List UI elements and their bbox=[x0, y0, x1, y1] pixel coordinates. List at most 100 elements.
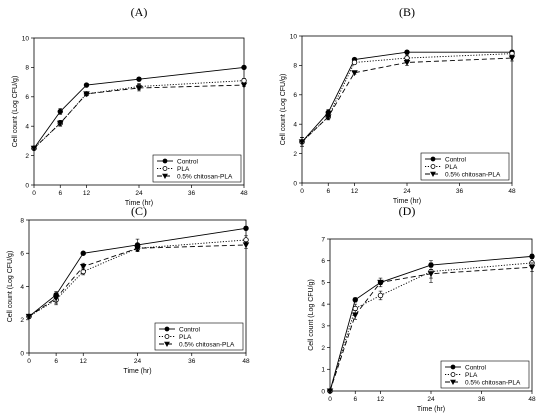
panel-a-series-2-point bbox=[241, 77, 247, 84]
panel-c-y-tick-label: 8 bbox=[20, 217, 24, 224]
panel-a-y-axis-title: Cell count (Log CFU/g) bbox=[12, 76, 19, 148]
panel-b-x-tick-label: 12 bbox=[351, 188, 359, 195]
panel-a-legend-entry-3-label: 0.5% chitosan-PLA bbox=[177, 173, 233, 180]
panel-c-series-3-point bbox=[79, 264, 87, 270]
panel-b-series-1-point bbox=[404, 49, 410, 55]
panel-b-y-tick-label: 10 bbox=[290, 33, 298, 40]
panel-a-x-axis-title: Time (hr) bbox=[125, 200, 153, 207]
panel-b-x-tick-label: 0 bbox=[300, 188, 304, 195]
panel-c-series-3-line bbox=[28, 244, 247, 317]
panel-b-series-3-point bbox=[508, 55, 516, 62]
panel-d-y-tick-label: 6 bbox=[321, 258, 325, 265]
panel-a-y-tick-label: 4 bbox=[25, 124, 29, 131]
panel-d-y-tick-label: 1 bbox=[321, 367, 325, 374]
panel-d-series-3-point bbox=[528, 264, 536, 271]
panel-a-y-tick-label: 0 bbox=[25, 182, 29, 189]
panel-c-legend-entry-2-marker bbox=[164, 334, 170, 339]
panel-b-legend-entry-1-marker bbox=[430, 156, 436, 162]
panel-c-x-tick-label: 48 bbox=[242, 358, 250, 365]
panel-d-x-tick-label: 48 bbox=[528, 396, 536, 403]
panel-a-series-3-line bbox=[33, 84, 245, 149]
panel-a-legend-entry-2-marker bbox=[162, 166, 168, 171]
panel-c-y-tick-label: 0 bbox=[20, 350, 24, 357]
panel-a-x-tick-label: 48 bbox=[240, 190, 248, 197]
panel-d-y-tick-label: 4 bbox=[321, 301, 325, 308]
panel-b-y-tick-label: 6 bbox=[293, 92, 297, 99]
panel-b-legend-entry-2-label: PLA bbox=[445, 164, 458, 171]
panel-c-legend-entry-2-label: PLA bbox=[179, 334, 192, 341]
panel-c-x-tick-label: 6 bbox=[54, 358, 58, 365]
panel-c-series-1-point bbox=[80, 250, 86, 256]
panel-d-x-tick-label: 36 bbox=[478, 396, 486, 403]
panel-a-series-3-point bbox=[83, 91, 90, 98]
panel-a-series-3-point bbox=[135, 85, 143, 92]
panel-c-series-3-point bbox=[134, 245, 141, 252]
panel-c-y-tick-label: 4 bbox=[20, 284, 24, 291]
panel-a-series-1-point bbox=[241, 64, 247, 71]
panel-b-legend-entry-2-marker bbox=[430, 164, 436, 169]
panel-b-series-2-line bbox=[301, 53, 513, 143]
panel-a-series-3-point bbox=[240, 82, 248, 89]
panel-a-legend-box bbox=[152, 154, 242, 183]
panel-d-series-2-point bbox=[352, 305, 358, 312]
panel-c-series-3-point bbox=[25, 313, 33, 320]
panel-label-b: (B) bbox=[399, 5, 415, 19]
panel-a-y-tick-label: 2 bbox=[25, 153, 29, 160]
panel-c-series-1-point bbox=[243, 225, 249, 232]
panel-b-series-3-point bbox=[351, 70, 358, 77]
panel-label-a: (A) bbox=[131, 5, 148, 19]
panel-a-series-1-point bbox=[83, 82, 90, 88]
panel-d-series-3-point bbox=[351, 312, 359, 319]
panel-label-c: (C) bbox=[131, 204, 147, 218]
panel-b-x-tick-label: 48 bbox=[508, 188, 516, 195]
panel-c-legend-entry-1-label: Control bbox=[179, 326, 201, 333]
panel-d-series-3-point bbox=[377, 279, 384, 286]
panel-a-x-tick-label: 6 bbox=[58, 190, 62, 197]
panel-d-y-tick-label: 5 bbox=[321, 280, 325, 287]
panel-a-series-3-point bbox=[30, 145, 38, 152]
panel-b-series-3-point bbox=[324, 114, 332, 121]
panel-d-x-tick-label: 0 bbox=[328, 396, 332, 403]
panel-b-x-tick-label: 24 bbox=[403, 188, 411, 195]
panel-a-legend-entry-1-label: Control bbox=[177, 158, 199, 165]
panel-d-legend-entry-2-label: PLA bbox=[465, 372, 478, 379]
panel-b-legend-entry-3-label: 0.5% chitosan-PLA bbox=[445, 171, 501, 178]
panel-a-legend-entry-1-marker bbox=[162, 158, 168, 164]
panel-b-x-axis-title: Time (hr) bbox=[393, 198, 421, 205]
panel-d-series-3-point bbox=[326, 388, 334, 395]
panel-c-y-tick-label: 6 bbox=[20, 251, 24, 258]
panel-d-x-tick-label: 12 bbox=[377, 396, 385, 403]
panel-c-series-3-point bbox=[52, 295, 60, 302]
panel-c-legend-entry-3-marker bbox=[164, 341, 170, 348]
panel-b-series-2-point bbox=[351, 59, 358, 66]
panel-d-series-1-point bbox=[529, 253, 535, 260]
panel-b-legend-box bbox=[420, 152, 510, 181]
panel-d-y-tick-label: 7 bbox=[321, 236, 325, 243]
panel-d-series-1-point bbox=[352, 297, 358, 303]
panel-b-series-3-line bbox=[301, 57, 513, 143]
panel-a-y-tick-label: 10 bbox=[22, 35, 30, 42]
panel-b-x-tick-label: 6 bbox=[326, 188, 330, 195]
panel-a-series-1-point bbox=[57, 108, 63, 115]
panel-d-legend-entry-1-marker bbox=[450, 364, 456, 370]
panel-c-y-axis-title: Cell count (Log CFU/g) bbox=[7, 251, 14, 323]
panel-a-x-tick-label: 0 bbox=[32, 190, 36, 197]
panel-label-d: (D) bbox=[399, 204, 416, 218]
panel-b-y-tick-label: 8 bbox=[293, 63, 297, 70]
panel-c-series-3-point bbox=[242, 242, 250, 249]
panel-a-series-1-point bbox=[136, 76, 142, 82]
panel-b-series-3-point bbox=[298, 139, 306, 146]
panel-b-x-tick-label: 36 bbox=[456, 188, 464, 195]
panel-a-y-tick-label: 6 bbox=[25, 94, 29, 101]
panel-c-x-tick-label: 12 bbox=[80, 358, 88, 365]
panel-c-x-tick-label: 36 bbox=[188, 358, 196, 365]
panel-c-y-tick-label: 2 bbox=[20, 317, 24, 324]
panel-c-x-axis-title: Time (hr) bbox=[123, 368, 151, 375]
panel-a-x-tick-label: 24 bbox=[135, 190, 143, 197]
panel-d-y-tick-label: 3 bbox=[321, 323, 325, 330]
panel-b-y-tick-label: 0 bbox=[293, 180, 297, 187]
panel-b-y-axis-title: Cell count (Log CFU/g) bbox=[280, 74, 287, 146]
panel-d-y-axis-title: Cell count (Log CFU/g) bbox=[308, 279, 315, 351]
panel-d-legend-entry-3-label: 0.5% chitosan-PLA bbox=[465, 379, 521, 386]
